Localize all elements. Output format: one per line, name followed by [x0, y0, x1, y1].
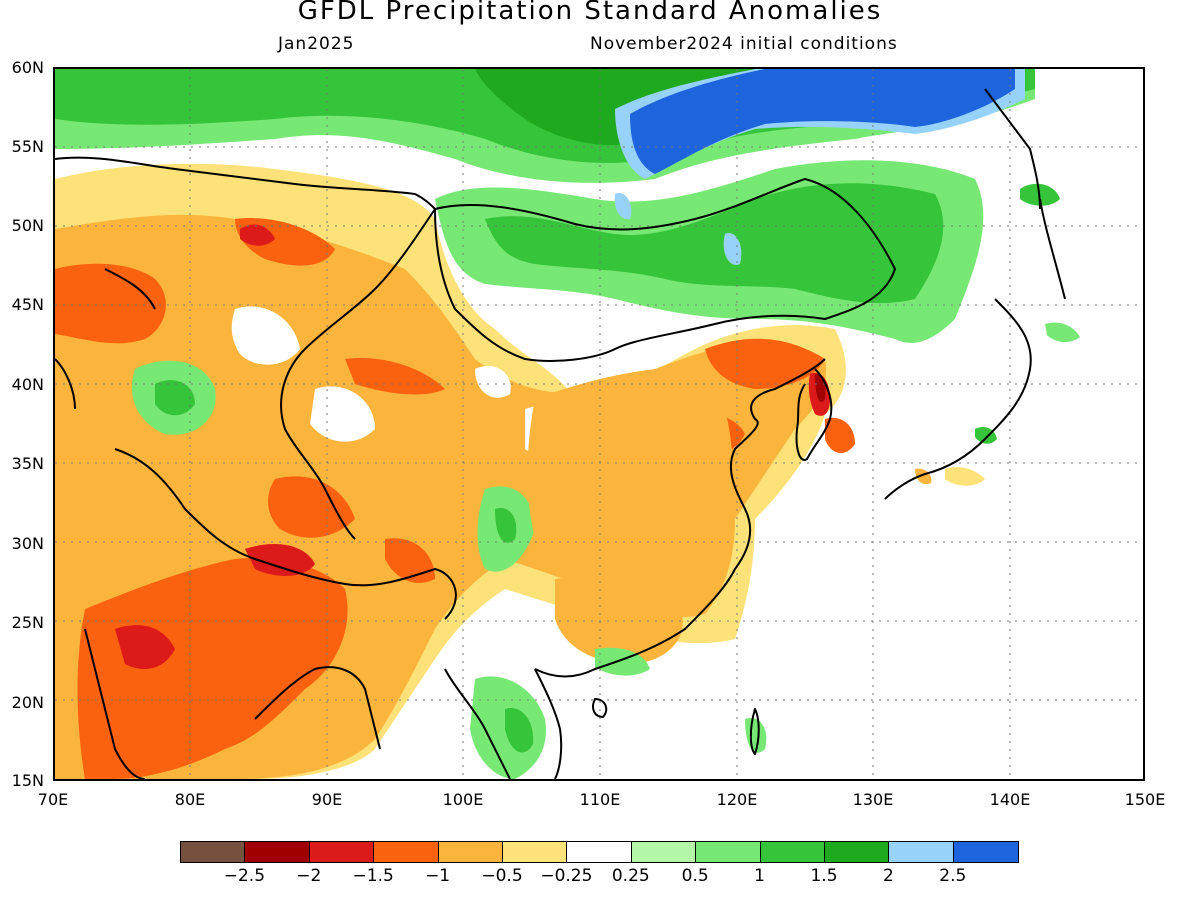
- colorbar-tick-label: 0.5: [681, 866, 709, 886]
- colorbar-swatch: [374, 842, 439, 862]
- colorbar-swatch: [438, 842, 503, 862]
- colorbar-tick-label: 0.25: [611, 866, 650, 886]
- colorbar-swatch: [696, 842, 761, 862]
- lat-label-20n: 20N: [11, 693, 44, 712]
- lon-label-120e: 120E: [716, 790, 758, 809]
- colorbar-swatch: [502, 842, 568, 862]
- colorbar-tick-label: −1: [425, 866, 451, 886]
- lat-label-25n: 25N: [11, 613, 44, 632]
- colorbar-tick-label: −0.25: [540, 866, 593, 886]
- colorbar-swatch: [309, 842, 375, 862]
- lat-label-30n: 30N: [11, 534, 44, 553]
- lon-label-80e: 80E: [174, 790, 206, 809]
- lon-label-140e: 140E: [989, 790, 1031, 809]
- lat-label-60n: 60N: [11, 58, 44, 77]
- lon-label-150e: 150E: [1124, 790, 1166, 809]
- colorbar-tick-label: 1: [754, 866, 765, 886]
- colorbar-swatch: [953, 842, 1019, 862]
- colorbar-swatch: [631, 842, 697, 862]
- initial-conditions: November2024 initial conditions: [590, 34, 898, 54]
- lon-label-130e: 130E: [852, 790, 894, 809]
- colorbar-tick-label: 1.5: [810, 866, 838, 886]
- colorbar-tick-label: −2.5: [223, 866, 266, 886]
- colorbar-tick-label: −1.5: [352, 866, 394, 886]
- lat-label-35n: 35N: [11, 454, 44, 473]
- colorbar-swatch: [760, 842, 825, 862]
- map-title: GFDL Precipitation Standard Anomalies: [297, 0, 883, 26]
- colorbar-tick-label: 2.5: [939, 866, 967, 886]
- colorbar-swatch: [181, 842, 246, 862]
- lat-label-55n: 55N: [11, 137, 44, 156]
- colorbar: [180, 841, 1020, 863]
- lat-label-50n: 50N: [11, 216, 44, 235]
- lat-label-45n: 45N: [11, 295, 44, 314]
- lon-label-110e: 110E: [579, 790, 621, 809]
- lat-label-40n: 40N: [11, 375, 44, 394]
- anomaly-map: [53, 67, 1145, 781]
- colorbar-swatch: [245, 842, 310, 862]
- lon-label-90e: 90E: [311, 790, 343, 809]
- forecast-month: Jan2025: [278, 34, 355, 54]
- region-india-central: [77, 558, 348, 779]
- colorbar-tick-label: −0.5: [481, 866, 523, 886]
- colorbar-tick-label: −2: [296, 866, 322, 886]
- lon-label-100e: 100E: [442, 790, 484, 809]
- colorbar-swatch: [824, 842, 890, 862]
- colorbar-swatch: [889, 842, 954, 862]
- colorbar-swatch: [567, 842, 632, 862]
- region-tibet: [55, 263, 166, 344]
- region-east-china: [527, 368, 733, 589]
- lon-label-70e: 70E: [37, 790, 69, 809]
- lat-label-15n: 15N: [11, 771, 44, 790]
- colorbar-tick-label: 2: [882, 866, 894, 886]
